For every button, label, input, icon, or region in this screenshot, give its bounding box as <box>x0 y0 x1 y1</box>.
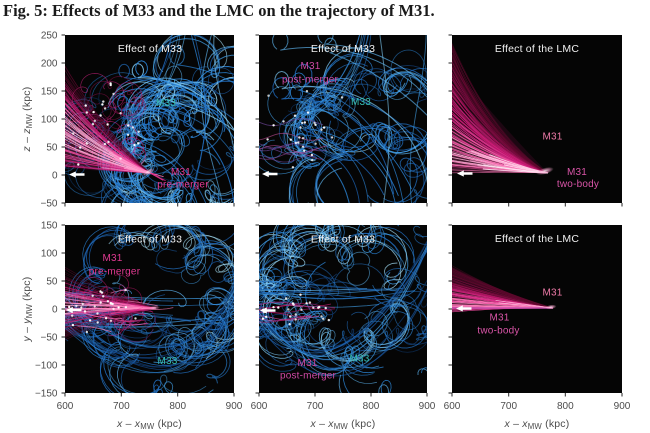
svg-text:x – xMW (kpc): x – xMW (kpc) <box>310 418 376 431</box>
svg-text:800: 800 <box>557 401 574 412</box>
svg-text:M31: M31 <box>542 288 562 299</box>
svg-text:M31: M31 <box>102 253 122 264</box>
svg-text:post-merger: post-merger <box>282 75 339 86</box>
svg-text:700: 700 <box>113 401 130 412</box>
svg-text:M31: M31 <box>567 167 587 178</box>
svg-text:x – xMW (kpc): x – xMW (kpc) <box>116 418 182 431</box>
svg-text:Effect of M33: Effect of M33 <box>311 234 375 246</box>
svg-text:800: 800 <box>169 401 186 412</box>
svg-text:M31: M31 <box>542 132 562 143</box>
svg-text:600: 600 <box>57 401 74 412</box>
svg-text:700: 700 <box>500 401 517 412</box>
svg-text:150: 150 <box>41 87 58 98</box>
svg-text:700: 700 <box>307 401 324 412</box>
svg-text:100: 100 <box>41 115 58 126</box>
svg-text:Effect of M33: Effect of M33 <box>311 43 375 55</box>
svg-text:−50: −50 <box>41 333 58 344</box>
svg-text:M31: M31 <box>297 358 317 369</box>
svg-text:two-body: two-body <box>557 179 599 190</box>
svg-text:150: 150 <box>41 221 58 232</box>
svg-text:Effect of M33: Effect of M33 <box>118 234 182 246</box>
svg-text:600: 600 <box>444 401 461 412</box>
svg-text:−100: −100 <box>35 361 58 372</box>
svg-text:M33: M33 <box>351 97 371 108</box>
svg-text:x – xMW (kpc): x – xMW (kpc) <box>504 418 570 431</box>
svg-text:M33: M33 <box>157 356 177 367</box>
svg-text:250: 250 <box>41 31 58 42</box>
svg-text:−150: −150 <box>35 389 58 400</box>
svg-text:Effect of M33: Effect of M33 <box>118 43 182 55</box>
svg-text:M33: M33 <box>156 98 176 109</box>
svg-text:0: 0 <box>52 171 58 182</box>
svg-text:600: 600 <box>251 401 268 412</box>
svg-text:−50: −50 <box>41 199 58 210</box>
svg-text:post-merger: post-merger <box>280 371 337 382</box>
svg-text:100: 100 <box>41 249 58 260</box>
svg-text:800: 800 <box>363 401 380 412</box>
svg-text:pre-merger: pre-merger <box>157 180 209 191</box>
svg-text:900: 900 <box>226 401 243 412</box>
svg-text:z – zMW (kpc): z – zMW (kpc) <box>21 87 34 153</box>
svg-text:two-body: two-body <box>477 326 519 337</box>
svg-text:M31: M31 <box>489 313 509 324</box>
svg-text:0: 0 <box>52 305 58 316</box>
svg-text:900: 900 <box>614 401 631 412</box>
svg-text:M31: M31 <box>171 167 191 178</box>
svg-text:y – yMW (kpc): y – yMW (kpc) <box>21 277 34 343</box>
svg-text:Fig. 5: Effects of M33 and the: Fig. 5: Effects of M33 and the LMC on th… <box>3 1 435 20</box>
svg-text:M33: M33 <box>349 354 369 365</box>
svg-text:50: 50 <box>46 143 58 154</box>
svg-text:50: 50 <box>46 277 58 288</box>
svg-text:M31: M31 <box>300 61 320 72</box>
svg-text:Effect of the LMC: Effect of the LMC <box>495 43 580 55</box>
svg-text:Effect of the LMC: Effect of the LMC <box>495 233 580 245</box>
svg-text:900: 900 <box>419 401 436 412</box>
svg-text:pre-merger: pre-merger <box>89 267 141 278</box>
svg-text:200: 200 <box>41 59 58 70</box>
